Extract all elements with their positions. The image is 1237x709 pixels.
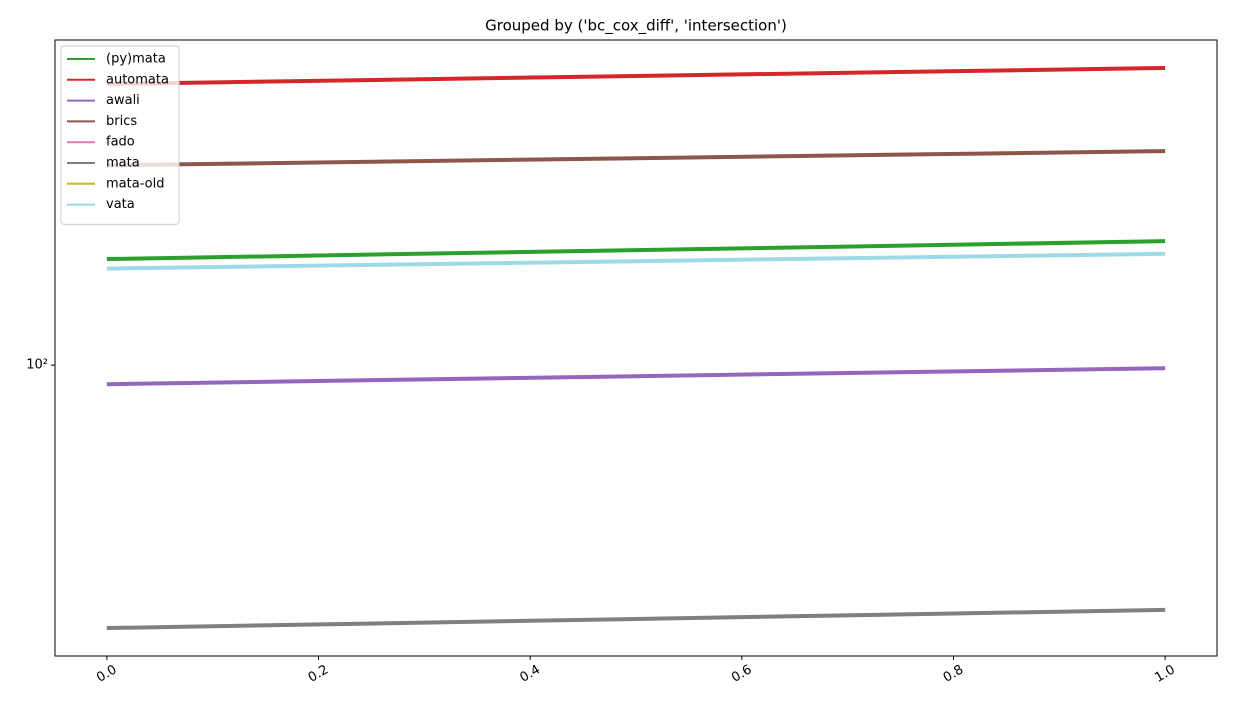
series-line: [106, 366, 1166, 387]
legend-label: vata: [106, 197, 135, 212]
x-tick-label: 0.2: [306, 662, 331, 685]
series-line: [106, 149, 1166, 168]
series-line: [106, 251, 1166, 271]
x-tick-label: 0.0: [94, 662, 119, 685]
x-tick-label: 0.6: [729, 662, 754, 685]
series-line: [106, 607, 1166, 631]
plot-frame: [54, 39, 1218, 657]
legend-label: (py)mata: [106, 52, 166, 67]
legend-label: fado: [106, 135, 135, 150]
legend-label: awali: [106, 93, 140, 108]
x-tick-label: 0.8: [941, 662, 966, 685]
legend-label: automata: [106, 72, 169, 87]
series-line: [106, 65, 1166, 87]
x-tick-label: 0.4: [517, 662, 542, 685]
legend-box: [60, 45, 180, 225]
legend-label: brics: [106, 114, 137, 129]
chart-title: Grouped by ('bc_cox_diff', 'intersection…: [485, 17, 787, 36]
legend-label: mata: [106, 156, 140, 171]
y-tick-label: 10²: [26, 358, 48, 373]
x-tick-label: 1.0: [1152, 662, 1177, 685]
legend-label: mata-old: [106, 176, 164, 191]
series-line: [106, 239, 1166, 262]
